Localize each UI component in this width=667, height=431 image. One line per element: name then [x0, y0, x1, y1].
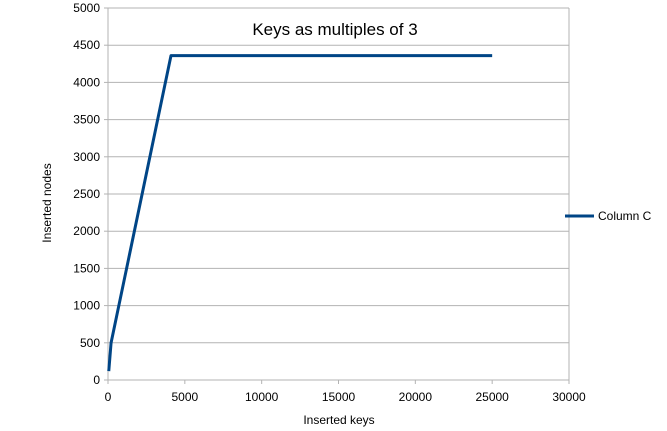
legend: Column C: [565, 209, 652, 223]
chart-title: Keys as multiples of 3: [252, 20, 417, 39]
y-tick-label: 4000: [73, 75, 100, 89]
legend-label: Column C: [598, 209, 652, 223]
y-tick-label: 3500: [73, 113, 100, 127]
grid-lines: [107, 7, 570, 381]
x-tick-label: 25000: [475, 390, 509, 404]
y-tick-label: 2000: [73, 224, 100, 238]
x-tick-label: 5000: [171, 390, 198, 404]
y-tick-label: 5000: [73, 1, 100, 15]
x-tick-label: 10000: [245, 390, 279, 404]
y-tick-label: 0: [93, 373, 100, 387]
x-tick-label: 20000: [399, 390, 433, 404]
series-line: [107, 54, 493, 372]
y-tick-label: 4500: [73, 38, 100, 52]
y-axis-label: Inserted nodes: [40, 163, 54, 242]
series-layer: [107, 54, 493, 372]
axes: 0 500 1000 1500 2000 2500 3000 3500 4000 4500 5000…: [73, 1, 586, 404]
x-axis-label: Inserted keys: [303, 413, 374, 427]
x-tick-label: 0: [105, 390, 112, 404]
y-tick-label: 3000: [73, 150, 100, 164]
y-tick-label: 500: [80, 336, 100, 350]
y-tick-label: 1000: [73, 299, 100, 313]
x-tick-label: 30000: [552, 390, 586, 404]
x-tick-label: 15000: [322, 390, 356, 404]
y-tick-label: 2500: [73, 187, 100, 201]
y-tick-label: 1500: [73, 261, 100, 275]
